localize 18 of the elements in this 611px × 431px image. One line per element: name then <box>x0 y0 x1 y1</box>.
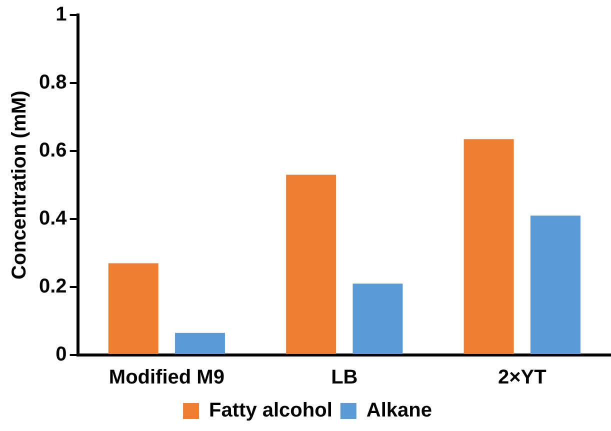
x-tick-label: Modified M9 <box>108 366 224 389</box>
bar <box>464 139 514 354</box>
bar <box>530 216 580 354</box>
y-tick-label: 0 <box>56 344 67 366</box>
bar <box>175 332 225 354</box>
y-tick-label: 0.2 <box>38 276 67 298</box>
y-tick-label: 1 <box>56 4 67 26</box>
bar <box>108 263 158 354</box>
x-tick-label: LB <box>331 366 358 389</box>
bar <box>352 284 403 354</box>
bar <box>286 174 336 354</box>
legend-label: Alkane <box>366 400 432 422</box>
x-tick-label: 2×YT <box>498 366 546 389</box>
y-tick-label: 0.6 <box>38 140 67 162</box>
legend-label: Fatty alcohol <box>209 400 332 422</box>
y-axis-title: Concentration (mM) <box>8 90 31 280</box>
y-tick-label: 0.8 <box>38 72 67 94</box>
y-tick-label: 0.4 <box>38 208 68 230</box>
